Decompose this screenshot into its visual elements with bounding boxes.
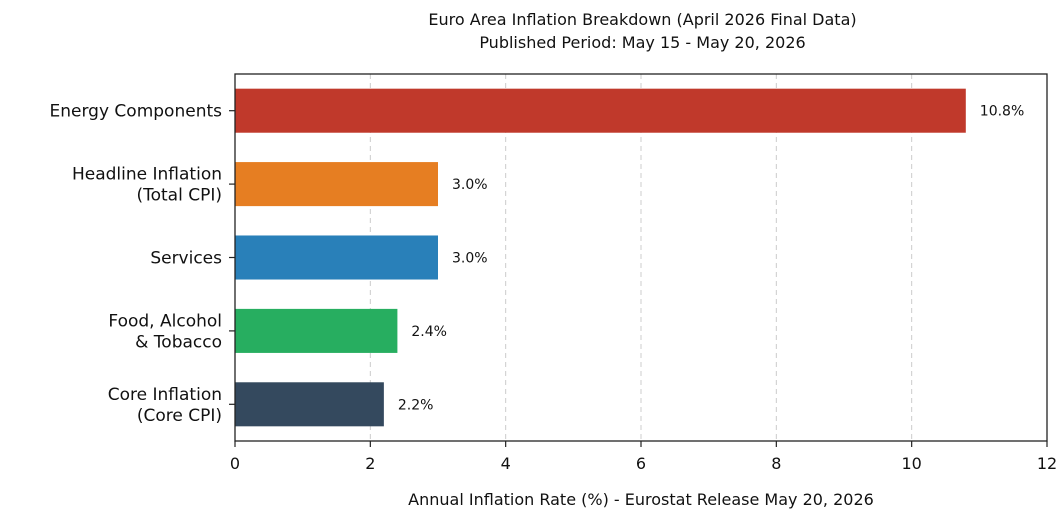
bar-value-label: 3.0% [452, 251, 488, 267]
chart-title-block: Euro Area Inflation Breakdown (April 202… [237, 8, 1048, 54]
bars [235, 88, 966, 427]
chart-subtitle: Published Period: May 15 - May 20, 2026 [479, 33, 806, 52]
bar [235, 162, 438, 207]
bar [235, 382, 384, 427]
y-tick-label: Headline Inflation [72, 165, 222, 185]
y-tick-label: & Tobacco [135, 332, 222, 352]
y-axis: Energy Components Headline Inflation(Tota… [50, 102, 235, 426]
bar-value-label: 3.0% [452, 177, 488, 193]
x-tick-label: 8 [771, 454, 781, 473]
y-tick-label: (Total CPI) [136, 186, 222, 206]
chart-title: Euro Area Inflation Breakdown (April 202… [428, 10, 857, 29]
x-tick-label: 4 [501, 454, 511, 473]
y-tick-label: Energy Components [50, 102, 223, 122]
bar [235, 235, 438, 280]
x-tick-label: 2 [365, 454, 375, 473]
x-axis: 0 2 4 6 8 10 12 [230, 441, 1057, 473]
x-axis-label: Annual Inflation Rate (%) - Eurostat Rel… [408, 490, 874, 509]
bar-value-label: 10.8% [980, 104, 1024, 120]
y-tick-label: (Core CPI) [137, 406, 222, 426]
y-tick-label: Services [150, 249, 222, 269]
y-tick-label: Core Inflation [108, 385, 222, 405]
bar-value-label: 2.4% [411, 324, 447, 340]
value-labels: 10.8% 3.0% 3.0% 2.4% 2.2% [398, 104, 1024, 414]
x-tick-label: 10 [901, 454, 921, 473]
bar-value-label: 2.2% [398, 397, 434, 413]
bar [235, 308, 398, 353]
y-tick-label: Food, Alcohol [108, 311, 222, 331]
bar [235, 88, 966, 133]
x-tick-label: 0 [230, 454, 240, 473]
x-tick-label: 12 [1037, 454, 1057, 473]
x-tick-label: 6 [636, 454, 646, 473]
